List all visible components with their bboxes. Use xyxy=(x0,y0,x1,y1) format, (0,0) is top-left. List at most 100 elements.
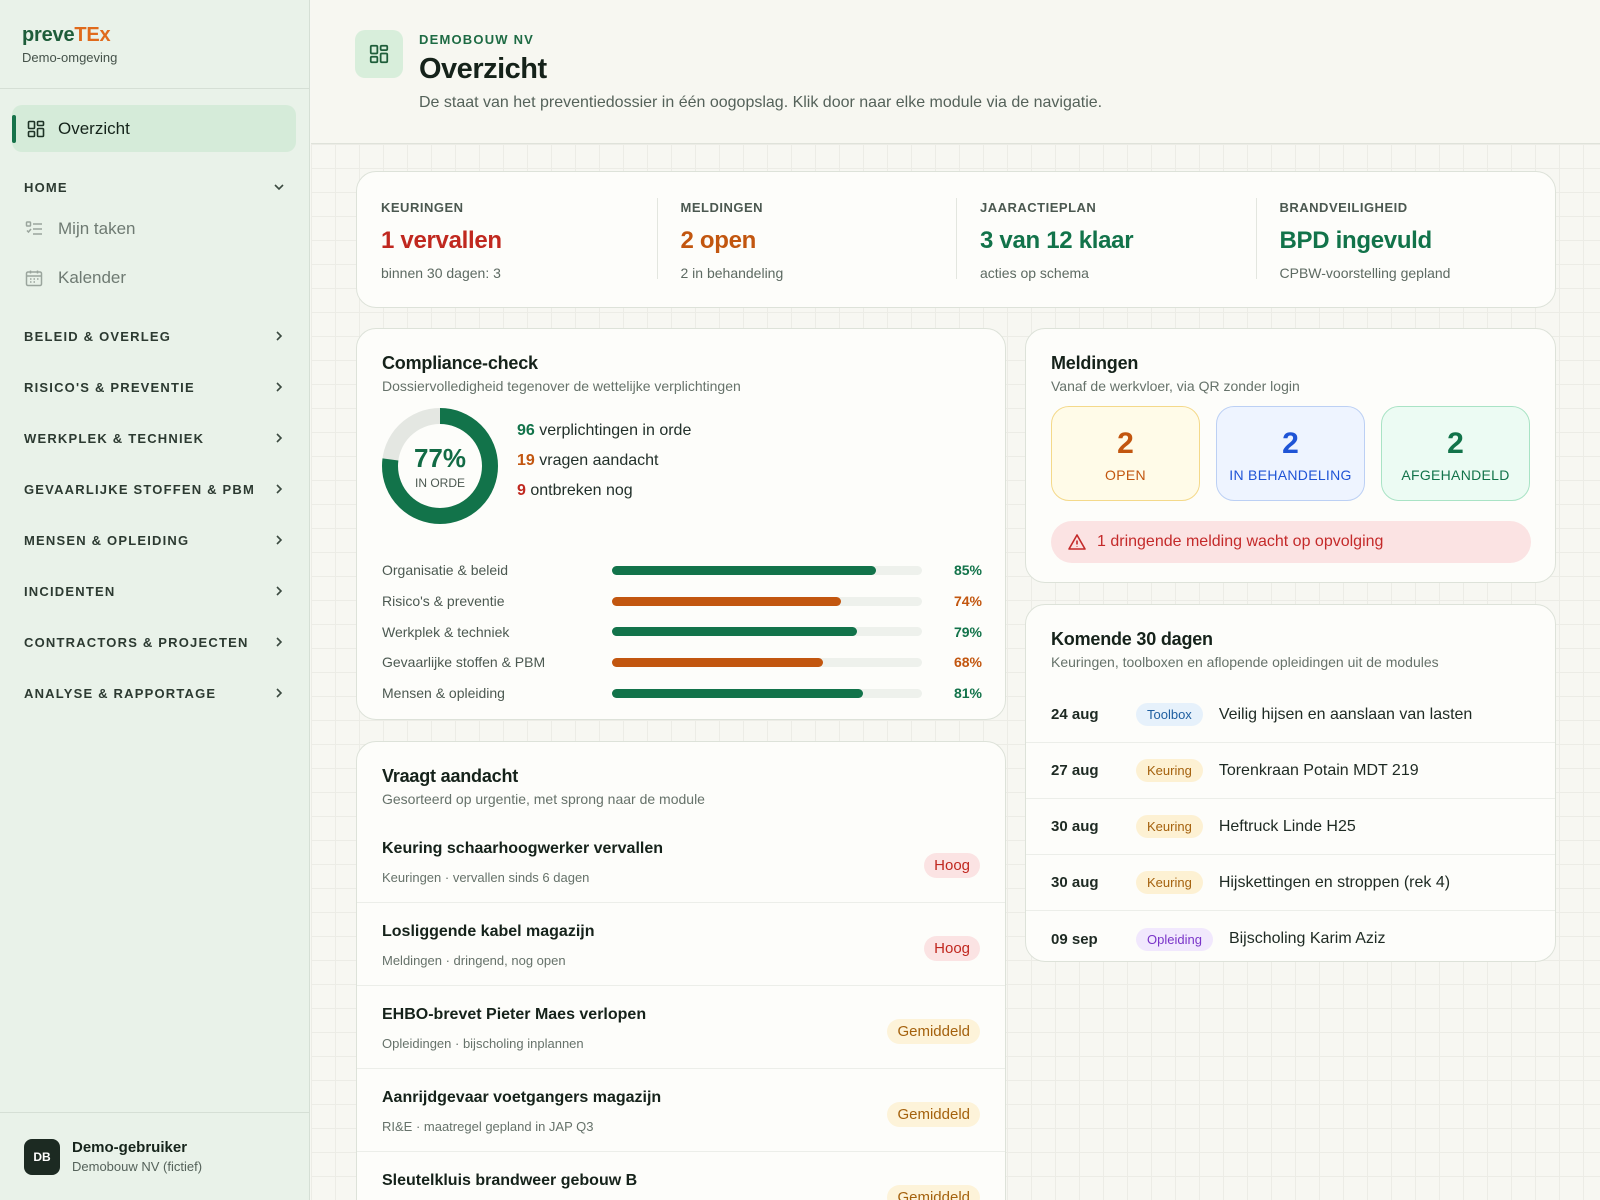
card-subtitle: Keuringen, toolboxen en aflopende opleid… xyxy=(1051,654,1439,670)
page-description: De staat van het preventiedossier in één… xyxy=(419,94,1103,111)
chevron-right-icon xyxy=(276,382,283,392)
nav-item-mijn-taken[interactable]: Mijn taken xyxy=(24,214,135,244)
nav-section-risicos-preventie[interactable]: RISICO'S & PREVENTIE xyxy=(24,377,286,397)
priority-badge: Gemiddeld xyxy=(887,1185,980,1200)
kpi-value: 2 open xyxy=(680,227,757,254)
nav-section-beleid-overleg[interactable]: BELEID & OVERLEG xyxy=(24,326,286,346)
brand-name-part1: preve xyxy=(22,24,75,46)
nav-section-analyse-rapportage[interactable]: ANALYSE & RAPPORTAGE xyxy=(24,683,286,703)
bar-row[interactable]: Mensen & opleiding 81% xyxy=(382,678,982,709)
user-profile[interactable]: DB Demo-gebruiker Demobouw NV (fictief) xyxy=(0,1112,310,1200)
nav-section-mensen-opleiding[interactable]: MENSEN & OPLEIDING xyxy=(24,530,286,550)
attention-item[interactable]: Losliggende kabel magazijn Meldingen · d… xyxy=(357,903,1005,986)
meldingen-status-label: OPEN xyxy=(1105,467,1146,483)
compliance-stats: 96 verplichtingen in orde 19 vragen aand… xyxy=(517,422,691,512)
compliance-check-card: Compliance-check Dossiervolledigheid teg… xyxy=(356,328,1006,720)
kpi-subtext: acties op schema xyxy=(980,265,1089,281)
attention-item[interactable]: EHBO-brevet Pieter Maes verlopen Opleidi… xyxy=(357,986,1005,1069)
bar-value: 79% xyxy=(953,623,982,640)
attention-item[interactable]: Aanrijdgevaar voetgangers magazijn RI&E … xyxy=(357,1069,1005,1152)
brand: preveTEx Demo-omgeving xyxy=(0,0,309,89)
stat-count: 19 xyxy=(517,452,535,469)
attention-item[interactable]: Keuring schaarhoogwerker vervallen Keuri… xyxy=(357,820,1005,903)
nav-section-werkplek-techniek[interactable]: WERKPLEK & TECHNIEK xyxy=(24,428,286,448)
kpi-brandveiligheid[interactable]: BRANDVEILIGHEID BPD ingevuld CPBW-voorst… xyxy=(1255,172,1556,307)
attention-item[interactable]: Sleutelkluis brandweer gebouw B Gemiddel… xyxy=(357,1152,1005,1200)
upcoming-title: Hijskettingen en stroppen (rek 4) xyxy=(1218,873,1451,891)
card-title: Compliance-check xyxy=(382,353,538,373)
upcoming-date: 30 aug xyxy=(1051,874,1099,891)
chevron-right-icon xyxy=(276,433,283,443)
meldingen-in-behandeling-box[interactable]: 2 IN BEHANDELING xyxy=(1216,406,1365,501)
urgent-alert[interactable]: 1 dringende melding wacht op opvolging xyxy=(1051,521,1531,563)
company-name: DEMOBOUW NV xyxy=(419,32,535,47)
kpi-label: JAARACTIEPLAN xyxy=(980,200,1097,215)
upcoming-item[interactable]: 30 aug Keuring Hijskettingen en stroppen… xyxy=(1026,855,1555,911)
kpi-summary-card: KEURINGEN 1 vervallen binnen 30 dagen: 3… xyxy=(356,171,1556,308)
nav-section-incidenten[interactable]: INCIDENTEN xyxy=(24,581,286,601)
alert-text: 1 dringende melding wacht op opvolging xyxy=(1097,533,1384,550)
nav-section-contractors-projecten[interactable]: CONTRACTORS & PROJECTEN xyxy=(24,632,286,652)
compliance-donut xyxy=(382,408,498,524)
upcoming-item[interactable]: 27 aug Keuring Torenkraan Potain MDT 219 xyxy=(1026,743,1555,799)
bar-row[interactable]: Organisatie & beleid 85% xyxy=(382,555,982,586)
chevron-right-icon xyxy=(276,484,283,494)
attention-title: EHBO-brevet Pieter Maes verlopen xyxy=(382,1006,647,1023)
attention-card: Vraagt aandacht Gesorteerd op urgentie, … xyxy=(356,741,1006,1200)
bar-fill xyxy=(612,627,857,637)
chevron-down-icon xyxy=(274,184,284,191)
upcoming-item[interactable]: 09 sep Opleiding Bijscholing Karim Aziz xyxy=(1026,911,1555,967)
meldingen-status-label: AFGEHANDELD xyxy=(1401,467,1510,483)
bar-label: Werkplek & techniek xyxy=(382,623,510,640)
nav-section-home[interactable]: HOME xyxy=(24,177,286,197)
kpi-meldingen[interactable]: MELDINGEN 2 open 2 in behandeling xyxy=(656,172,957,307)
card-title: Vraagt aandacht xyxy=(382,766,519,786)
type-badge: Keuring xyxy=(1136,871,1203,894)
bar-row[interactable]: Risico's & preventie 74% xyxy=(382,586,982,617)
chevron-right-icon xyxy=(276,586,283,596)
dashboard-icon xyxy=(355,30,403,78)
kpi-label: MELDINGEN xyxy=(680,200,763,215)
kpi-keuringen[interactable]: KEURINGEN 1 vervallen binnen 30 dagen: 3 xyxy=(357,172,657,307)
attention-subtext: Keuringen · vervallen sinds 6 dagen xyxy=(382,870,590,885)
bar-value: 68% xyxy=(953,654,982,671)
compliance-bars: Organisatie & beleid 85% Risico's & prev… xyxy=(382,555,982,708)
task-list-icon xyxy=(25,221,42,235)
brand-logo[interactable]: preveTEx xyxy=(22,24,287,47)
card-title: Meldingen xyxy=(1051,353,1139,373)
kpi-label: KEURINGEN xyxy=(381,200,464,215)
nav-section-gevaarlijke-stoffen[interactable]: GEVAARLIJKE STOFFEN & PBM xyxy=(24,479,286,499)
priority-badge: Gemiddeld xyxy=(887,1019,980,1044)
nav-item-label: Overzicht xyxy=(58,118,130,138)
nav-section-label: HOME xyxy=(24,179,68,195)
compliance-status-label: IN ORDE xyxy=(414,476,465,490)
meldingen-afgehandeld-box[interactable]: 2 AFGEHANDELD xyxy=(1381,406,1530,501)
kpi-subtext: binnen 30 dagen: 3 xyxy=(381,265,501,281)
nav-item-kalender[interactable]: Kalender xyxy=(24,263,126,293)
dashboard-icon xyxy=(27,120,45,137)
upcoming-title: Torenkraan Potain MDT 219 xyxy=(1218,761,1419,779)
meldingen-count: 2 xyxy=(1447,427,1464,460)
nav-item-label: Kalender xyxy=(58,268,127,287)
chevron-right-icon xyxy=(276,637,283,647)
donut-progress xyxy=(382,408,498,524)
stat-count: 9 xyxy=(517,482,526,499)
kpi-jaaractieplan[interactable]: JAARACTIEPLAN 3 van 12 klaar acties op s… xyxy=(956,172,1256,307)
stat-in-orde: 96 verplichtingen in orde xyxy=(517,422,691,452)
upcoming-item[interactable]: 24 aug Toolbox Veilig hijsen en aanslaan… xyxy=(1026,687,1555,743)
nav-item-overzicht[interactable]: Overzicht xyxy=(12,105,296,152)
upcoming-title: Heftruck Linde H25 xyxy=(1218,817,1356,835)
kpi-label: BRANDVEILIGHEID xyxy=(1279,200,1408,215)
bar-track xyxy=(612,627,922,637)
bar-label: Gevaarlijke stoffen & PBM xyxy=(382,654,546,671)
upcoming-date: 27 aug xyxy=(1051,762,1099,779)
type-badge: Keuring xyxy=(1136,815,1203,838)
bar-row[interactable]: Gevaarlijke stoffen & PBM 68% xyxy=(382,647,982,678)
stat-count: 96 xyxy=(517,422,535,439)
stat-text: verplichtingen in orde xyxy=(539,422,692,439)
meldingen-open-box[interactable]: 2 OPEN xyxy=(1051,406,1200,501)
bar-value: 81% xyxy=(953,685,982,702)
bar-row[interactable]: Werkplek & techniek 79% xyxy=(382,616,982,647)
bar-fill xyxy=(612,596,842,606)
upcoming-item[interactable]: 30 aug Keuring Heftruck Linde H25 xyxy=(1026,799,1555,855)
